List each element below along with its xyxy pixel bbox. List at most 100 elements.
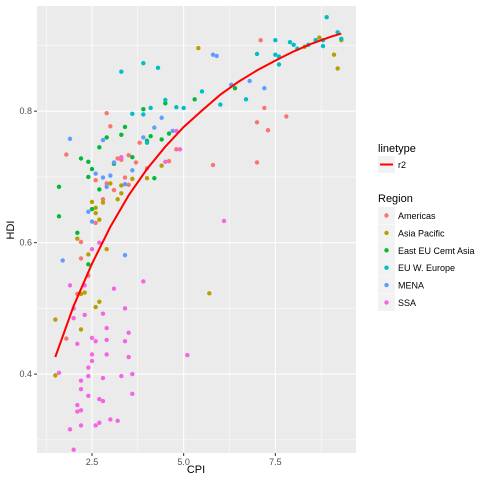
- point-east-eu-cemt-asia: [130, 154, 135, 160]
- point-eu-w-europe: [273, 52, 278, 57]
- point-east-eu-cemt-asia: [232, 85, 238, 91]
- point-ssa: [221, 218, 227, 224]
- point-ssa: [174, 128, 179, 134]
- x-axis-title: CPI: [187, 464, 205, 476]
- point-ssa: [126, 330, 131, 335]
- point-asia-pacific: [130, 176, 135, 182]
- point-mena: [122, 252, 128, 258]
- legend-label: EU W. Europe: [398, 263, 455, 273]
- point-ssa: [100, 375, 106, 381]
- point-mena: [86, 209, 91, 214]
- point-eu-w-europe: [291, 42, 296, 47]
- point-ssa: [104, 325, 109, 331]
- point-asia-pacific: [97, 217, 102, 222]
- point-east-eu-cemt-asia: [159, 137, 164, 142]
- point-americas: [284, 114, 289, 119]
- point-ssa: [97, 396, 102, 402]
- point-eu-w-europe: [181, 105, 186, 111]
- point-east-eu-cemt-asia: [152, 176, 157, 181]
- grid-major: [37, 6, 356, 453]
- point-eu-w-europe: [130, 111, 135, 117]
- point-ssa: [119, 154, 124, 160]
- point-east-eu-cemt-asia: [192, 97, 197, 102]
- point-ssa: [93, 339, 98, 344]
- point-ssa: [97, 240, 102, 245]
- point-ssa: [82, 312, 87, 318]
- point-americas: [126, 182, 131, 187]
- point-eu-w-europe: [163, 97, 168, 103]
- point-americas: [254, 120, 260, 125]
- point-ssa: [75, 409, 80, 414]
- point-eu-w-europe: [119, 69, 124, 74]
- point-eu-w-europe: [155, 65, 161, 70]
- point-mena: [93, 171, 98, 176]
- point-east-eu-cemt-asia: [163, 101, 168, 106]
- x-tick-label: 2.5: [86, 457, 99, 467]
- point-east-eu-cemt-asia: [75, 230, 80, 235]
- point-east-eu-cemt-asia: [97, 187, 102, 192]
- point-east-eu-cemt-asia: [141, 107, 146, 112]
- legend-label: SSA: [398, 298, 416, 308]
- point-mena: [141, 135, 146, 140]
- point-americas: [137, 140, 142, 145]
- point-asia-pacific: [331, 52, 337, 57]
- y-tick-label: 0.4: [19, 369, 32, 379]
- point-ssa: [141, 279, 146, 284]
- point-asia-pacific: [108, 181, 113, 186]
- legend-region-title: Region: [378, 193, 413, 205]
- point-ssa: [89, 335, 95, 341]
- point-americas: [166, 158, 172, 164]
- point-ssa: [163, 159, 168, 164]
- point-asia-pacific: [89, 199, 95, 205]
- point-asia-pacific: [97, 299, 102, 305]
- point-eu-w-europe: [276, 62, 282, 67]
- point-asia-pacific: [207, 291, 212, 296]
- point-eu-w-europe: [339, 36, 344, 42]
- point-americas: [93, 220, 98, 226]
- point-ssa: [111, 286, 117, 291]
- point-asia-pacific: [53, 317, 58, 322]
- point-asia-pacific: [159, 163, 164, 168]
- point-asia-pacific: [144, 176, 150, 181]
- point-asia-pacific: [119, 183, 124, 188]
- point-mena: [159, 115, 164, 120]
- point-ssa: [78, 378, 84, 383]
- x-tick-label: 7.5: [269, 457, 282, 467]
- legend-swatch: [384, 213, 389, 218]
- point-americas: [258, 37, 263, 43]
- legend-label: Americas: [398, 211, 436, 221]
- point-eu-w-europe: [273, 37, 278, 43]
- point-mena: [170, 128, 175, 134]
- legend-label: Asia Pacific: [398, 228, 445, 238]
- point-eu-w-europe: [174, 105, 179, 110]
- point-mena: [111, 160, 117, 165]
- point-east-eu-cemt-asia: [97, 145, 102, 150]
- point-east-eu-cemt-asia: [89, 206, 95, 212]
- point-east-eu-cemt-asia: [86, 262, 91, 267]
- point-asia-pacific: [93, 205, 98, 211]
- point-americas: [174, 147, 179, 152]
- legend-label: East EU Cemt Asia: [398, 246, 475, 256]
- point-americas: [254, 160, 260, 165]
- point-east-eu-cemt-asia: [119, 132, 124, 138]
- point-americas: [262, 105, 267, 111]
- point-east-eu-cemt-asia: [122, 124, 128, 130]
- point-ssa: [89, 247, 95, 252]
- point-americas: [64, 152, 69, 157]
- point-ssa: [78, 408, 84, 413]
- point-eu-w-europe: [144, 140, 150, 145]
- point-ssa: [97, 420, 102, 425]
- point-mena: [104, 184, 109, 189]
- point-eu-w-europe: [141, 112, 146, 117]
- point-mena: [108, 173, 113, 178]
- legend-swatch: [384, 282, 389, 288]
- point-mena: [214, 53, 219, 59]
- point-ssa: [75, 402, 80, 408]
- point-eu-w-europe: [320, 43, 326, 49]
- point-mena: [262, 85, 267, 91]
- legend-swatch: [384, 248, 389, 253]
- point-east-eu-cemt-asia: [89, 166, 95, 172]
- legend-linetype-title: linetype: [378, 143, 416, 155]
- point-ssa: [71, 447, 76, 452]
- point-ssa: [86, 393, 91, 399]
